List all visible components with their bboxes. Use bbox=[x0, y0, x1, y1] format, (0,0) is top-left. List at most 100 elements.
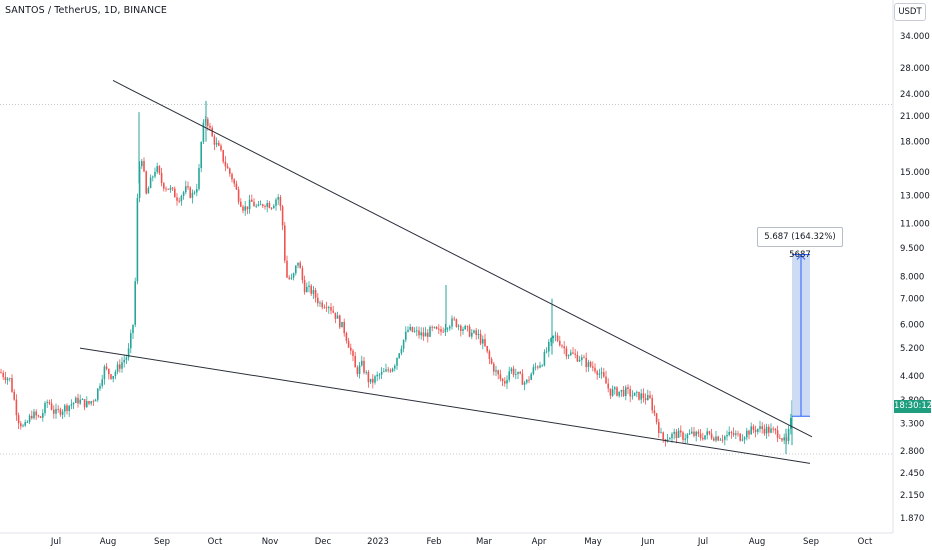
candle bbox=[578, 356, 581, 362]
candle bbox=[226, 163, 229, 169]
time-tick-label: Aug bbox=[100, 537, 117, 547]
candle bbox=[449, 324, 451, 331]
candle bbox=[385, 363, 387, 373]
candle bbox=[479, 329, 482, 346]
candle bbox=[682, 431, 684, 443]
candle bbox=[220, 143, 222, 152]
candle bbox=[407, 326, 409, 333]
candle bbox=[121, 357, 123, 373]
candle bbox=[103, 364, 106, 385]
candle bbox=[713, 436, 715, 442]
candle bbox=[88, 400, 90, 406]
candle bbox=[706, 427, 708, 440]
candle bbox=[611, 385, 614, 397]
measure-tool[interactable] bbox=[792, 253, 810, 417]
measure-label: 5.687 (164.32%) 5687 bbox=[757, 227, 843, 260]
candle bbox=[79, 394, 81, 405]
candle bbox=[266, 199, 268, 213]
candle bbox=[163, 182, 165, 192]
candle bbox=[759, 420, 761, 433]
trendline[interactable] bbox=[79, 347, 811, 464]
candle bbox=[724, 435, 726, 446]
candle bbox=[343, 318, 345, 337]
candle bbox=[154, 167, 156, 179]
candle bbox=[380, 367, 383, 380]
candle bbox=[750, 422, 752, 435]
candle bbox=[20, 420, 22, 430]
candle bbox=[523, 380, 526, 391]
candle bbox=[372, 374, 374, 389]
candle bbox=[55, 403, 57, 419]
candle bbox=[376, 371, 378, 382]
candle bbox=[242, 204, 244, 214]
candle bbox=[281, 204, 284, 231]
candle bbox=[774, 428, 777, 435]
candle bbox=[134, 277, 136, 328]
currency-button[interactable]: USDT bbox=[894, 3, 926, 21]
time-tick-label: Sep bbox=[154, 537, 170, 547]
candle bbox=[295, 265, 297, 276]
candle bbox=[719, 437, 722, 441]
candle bbox=[53, 405, 55, 419]
candle bbox=[592, 361, 594, 372]
candle bbox=[259, 200, 262, 206]
candle bbox=[735, 430, 737, 440]
time-axis[interactable]: Jul Aug Sep Oct Nov Dec 2023 Feb Mar Apr May Jun Jul… bbox=[50, 537, 873, 547]
candle bbox=[240, 198, 242, 208]
trendlines[interactable] bbox=[79, 80, 813, 464]
time-tick-label: Jun bbox=[640, 537, 654, 547]
candle bbox=[691, 427, 693, 435]
candle bbox=[444, 323, 447, 337]
time-tick-label: Aug bbox=[749, 537, 766, 547]
candle bbox=[314, 287, 317, 303]
candle bbox=[501, 377, 504, 387]
candle bbox=[548, 339, 550, 358]
candle bbox=[688, 429, 691, 436]
candle bbox=[158, 165, 161, 176]
candle bbox=[185, 180, 187, 195]
candle bbox=[726, 430, 728, 441]
candle bbox=[484, 333, 486, 348]
grid bbox=[0, 104, 893, 455]
candle bbox=[609, 388, 612, 400]
candle bbox=[699, 429, 702, 441]
candle bbox=[28, 413, 31, 425]
candle bbox=[110, 373, 112, 380]
candle bbox=[310, 283, 312, 297]
candle bbox=[473, 329, 475, 334]
candle bbox=[717, 435, 719, 442]
candle bbox=[70, 399, 73, 410]
candle bbox=[297, 262, 299, 269]
candle bbox=[493, 361, 495, 376]
candle bbox=[743, 436, 746, 444]
candle bbox=[761, 422, 763, 434]
candle bbox=[530, 372, 532, 381]
time-tick-label: Oct bbox=[858, 537, 873, 547]
candle bbox=[48, 399, 51, 405]
candle bbox=[572, 347, 574, 355]
candle bbox=[213, 134, 216, 151]
candle bbox=[347, 337, 350, 348]
candle bbox=[262, 203, 264, 208]
price-axis[interactable]: 34.000 28.000 24.000 21.000 18.000 15.000 13.0… bbox=[900, 32, 930, 524]
candle bbox=[545, 347, 548, 354]
candle bbox=[273, 203, 275, 209]
time-tick-label: Jul bbox=[697, 537, 708, 547]
candle bbox=[279, 195, 282, 211]
candle bbox=[752, 424, 755, 434]
candle bbox=[42, 409, 44, 422]
candle bbox=[92, 399, 95, 406]
candle bbox=[136, 193, 139, 285]
candle bbox=[290, 273, 293, 280]
candle bbox=[108, 368, 110, 380]
candle bbox=[389, 368, 392, 373]
candle bbox=[255, 203, 257, 209]
price-tick-label: 5.200 bbox=[900, 344, 924, 354]
candle bbox=[497, 369, 499, 380]
candle bbox=[182, 190, 185, 200]
candle bbox=[301, 265, 304, 284]
trendline[interactable] bbox=[112, 80, 813, 438]
candle bbox=[321, 300, 323, 310]
price-tick-label: 21.000 bbox=[900, 112, 930, 122]
